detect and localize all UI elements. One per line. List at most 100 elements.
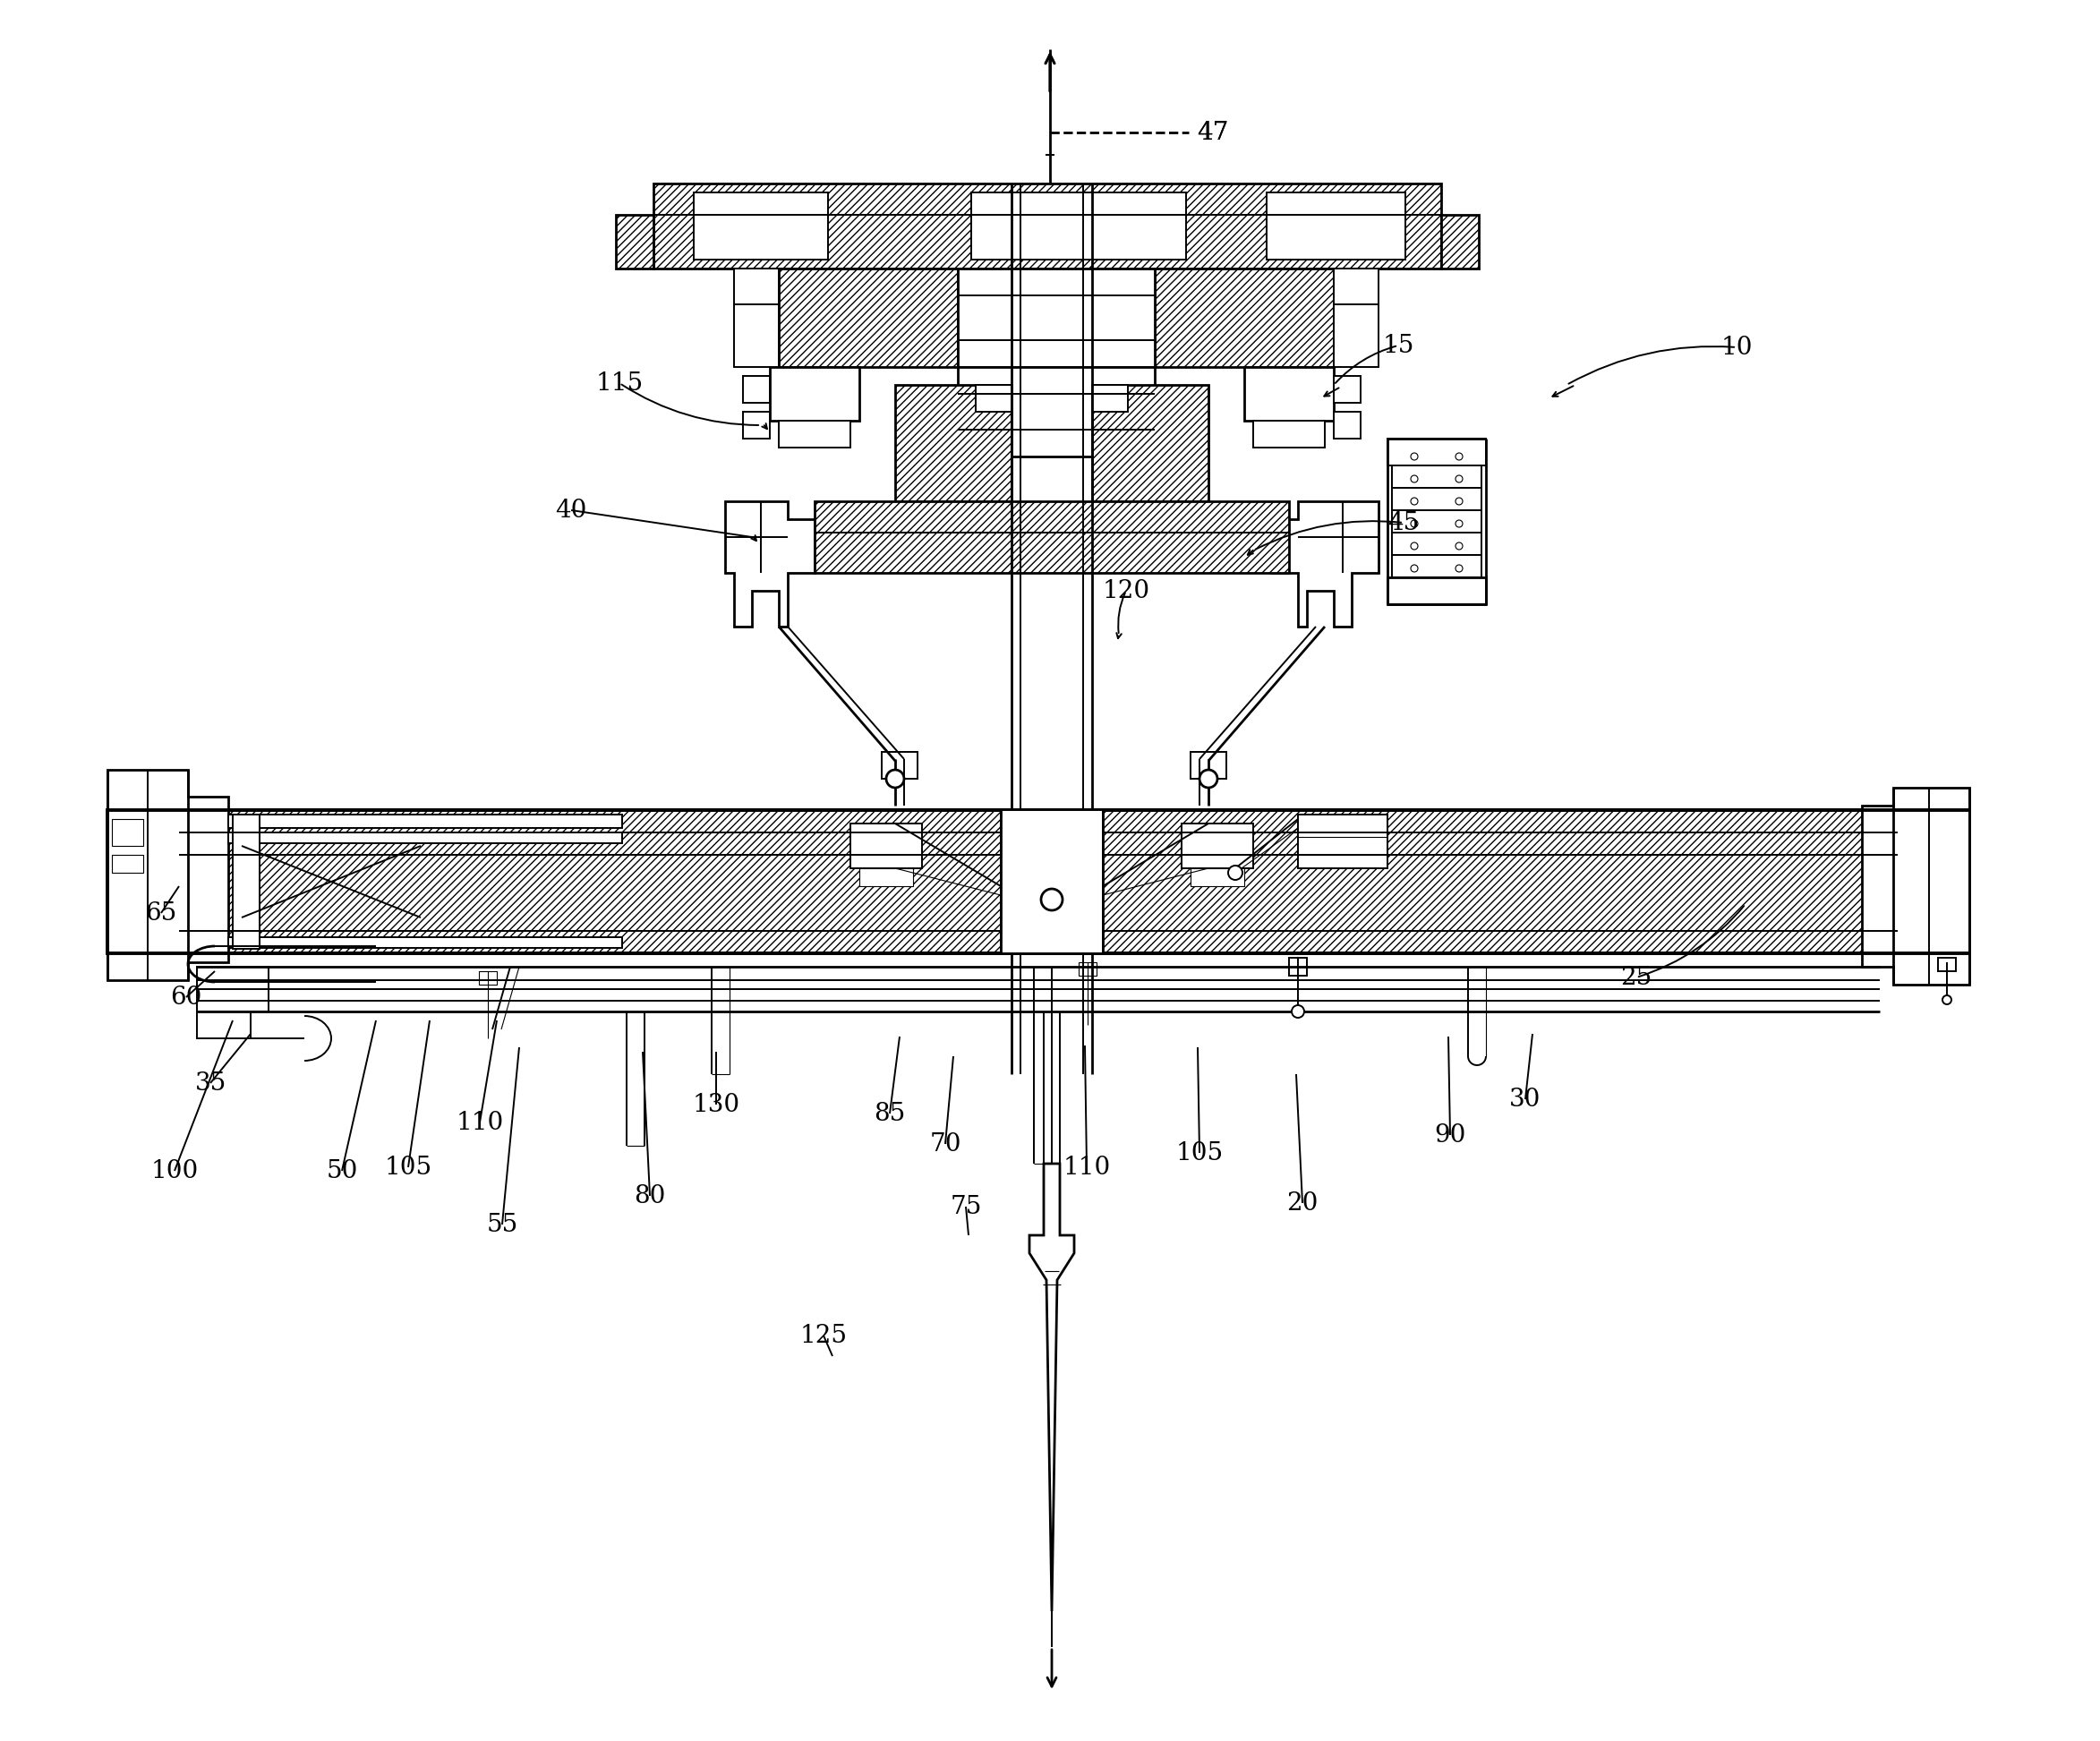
Text: 75: 75 xyxy=(949,1194,981,1219)
Circle shape xyxy=(1042,890,1063,911)
Bar xyxy=(1334,268,1378,305)
Bar xyxy=(779,268,958,367)
Bar xyxy=(1243,367,1334,421)
Bar xyxy=(815,501,1289,573)
Text: 110: 110 xyxy=(1063,1154,1111,1179)
Bar xyxy=(1092,385,1207,501)
Bar xyxy=(1298,815,1388,869)
Bar xyxy=(958,367,1155,456)
Bar xyxy=(977,385,1012,413)
Polygon shape xyxy=(1863,787,1970,985)
Text: 50: 50 xyxy=(326,1160,357,1182)
Text: 47: 47 xyxy=(1197,120,1228,145)
Text: 25: 25 xyxy=(1621,965,1653,989)
Bar xyxy=(1392,533,1480,555)
Bar xyxy=(859,869,914,886)
Bar xyxy=(779,421,851,447)
Bar xyxy=(771,367,859,421)
Circle shape xyxy=(1455,521,1464,528)
Text: 130: 130 xyxy=(693,1093,739,1116)
Circle shape xyxy=(1199,770,1218,787)
Bar xyxy=(1392,510,1480,533)
Circle shape xyxy=(886,770,905,787)
Text: 35: 35 xyxy=(195,1071,227,1095)
Bar xyxy=(735,305,779,367)
Bar xyxy=(895,385,1012,501)
Polygon shape xyxy=(1270,501,1378,627)
Bar xyxy=(1938,958,1955,971)
Bar xyxy=(1392,487,1480,510)
Bar xyxy=(229,832,622,843)
Bar xyxy=(1392,465,1480,487)
Text: 55: 55 xyxy=(487,1212,519,1236)
Bar xyxy=(1191,869,1243,886)
Text: 85: 85 xyxy=(874,1102,905,1126)
Bar xyxy=(1441,214,1478,268)
Bar xyxy=(1092,385,1128,413)
Bar xyxy=(1388,439,1487,465)
Bar xyxy=(1266,193,1405,259)
Text: 105: 105 xyxy=(384,1154,433,1179)
Bar xyxy=(1388,578,1487,604)
Polygon shape xyxy=(107,770,229,980)
Text: 70: 70 xyxy=(930,1132,962,1156)
Text: 105: 105 xyxy=(1176,1140,1224,1165)
Text: 115: 115 xyxy=(596,371,643,395)
Circle shape xyxy=(1455,475,1464,482)
Circle shape xyxy=(1455,543,1464,550)
Circle shape xyxy=(1455,453,1464,460)
Bar xyxy=(653,183,1441,268)
Bar xyxy=(970,193,1186,259)
Bar xyxy=(111,855,143,872)
Text: 15: 15 xyxy=(1382,334,1413,357)
Bar xyxy=(229,815,622,829)
Bar xyxy=(1155,268,1334,367)
Circle shape xyxy=(1942,996,1951,1005)
Bar xyxy=(1191,752,1226,778)
Bar xyxy=(1079,963,1096,975)
Text: 10: 10 xyxy=(1720,336,1753,359)
Circle shape xyxy=(1455,498,1464,505)
Polygon shape xyxy=(197,966,269,1038)
Circle shape xyxy=(1411,543,1418,550)
Text: 100: 100 xyxy=(151,1160,197,1182)
Bar xyxy=(743,376,771,402)
Bar xyxy=(615,214,653,268)
Bar xyxy=(1182,823,1254,869)
Circle shape xyxy=(1411,564,1418,573)
Bar xyxy=(851,823,922,869)
Circle shape xyxy=(1411,498,1418,505)
Bar xyxy=(693,193,827,259)
Bar xyxy=(958,268,1155,367)
Bar xyxy=(1289,958,1306,975)
Bar xyxy=(1334,305,1378,367)
Text: 30: 30 xyxy=(1510,1086,1541,1111)
Circle shape xyxy=(1411,521,1418,528)
Text: 120: 120 xyxy=(1102,578,1151,602)
Text: 110: 110 xyxy=(456,1111,504,1135)
Bar xyxy=(111,818,143,846)
Text: 40: 40 xyxy=(554,498,586,522)
Text: 60: 60 xyxy=(170,985,202,1010)
Text: 45: 45 xyxy=(1388,510,1420,534)
Polygon shape xyxy=(724,501,815,627)
Bar xyxy=(233,815,260,949)
Bar xyxy=(735,268,779,305)
Bar xyxy=(1002,810,1102,954)
Circle shape xyxy=(1411,475,1418,482)
Bar xyxy=(1392,555,1480,578)
Bar xyxy=(229,937,622,947)
Text: 80: 80 xyxy=(634,1184,666,1208)
Polygon shape xyxy=(1029,1163,1075,1610)
Bar xyxy=(107,810,1970,954)
Text: 65: 65 xyxy=(145,900,176,924)
Text: 20: 20 xyxy=(1287,1191,1319,1215)
Bar xyxy=(882,752,918,778)
Bar xyxy=(1334,376,1361,402)
Circle shape xyxy=(1292,1005,1304,1018)
Circle shape xyxy=(1228,865,1243,879)
Circle shape xyxy=(1411,453,1418,460)
Bar xyxy=(743,413,771,439)
Bar xyxy=(1254,421,1325,447)
Text: 90: 90 xyxy=(1434,1123,1466,1147)
